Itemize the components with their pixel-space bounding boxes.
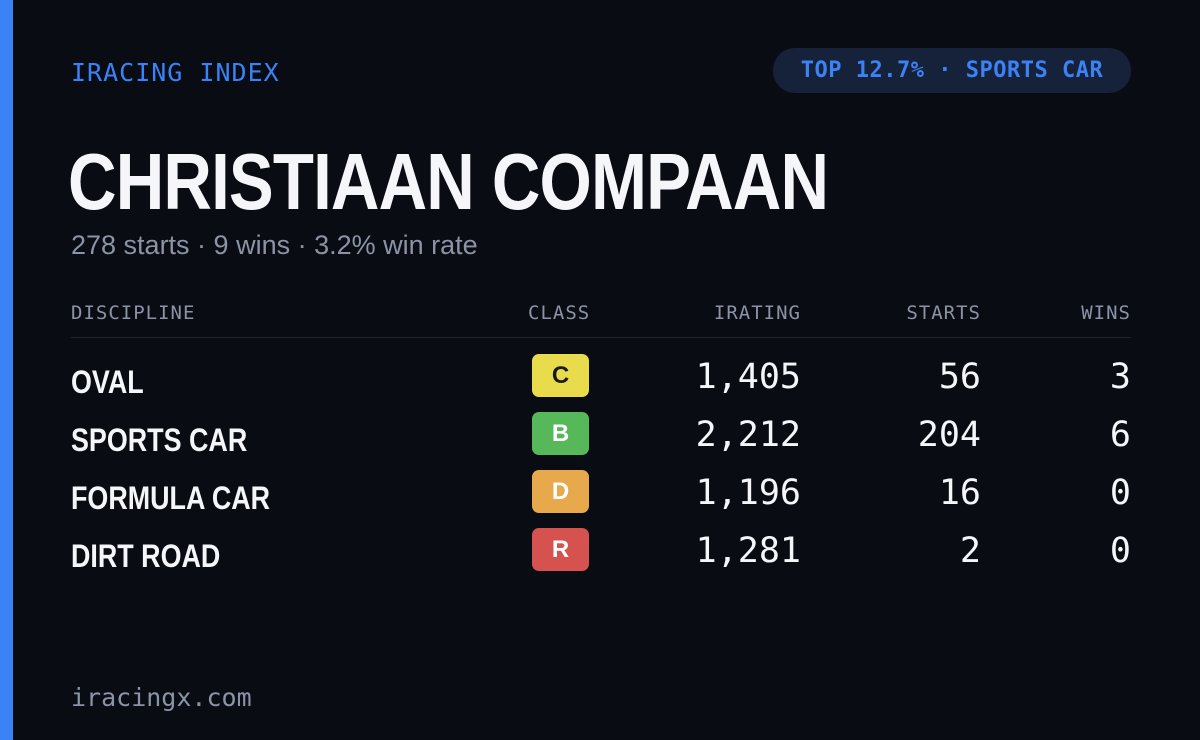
table-row: OVAL C 1,405 56 3 [71,354,1131,404]
rank-badge: TOP 12.7% · SPORTS CAR [773,48,1131,93]
license-class-badge: C [532,354,589,397]
license-class-badge: R [532,528,589,571]
header-discipline: DISCIPLINE [71,302,196,324]
irating-value: 1,405 [695,357,801,397]
footer-domain: iracingx.com [71,683,252,712]
wins-value: 3 [1109,357,1131,397]
discipline-name: FORMULA CAR [71,480,271,516]
table-header: DISCIPLINE CLASS IRATING STARTS WINS [71,300,1131,338]
starts-value: 56 [938,357,981,397]
table-row: DIRT ROAD R 1,281 2 0 [71,528,1131,578]
driver-summary: 278 starts · 9 wins · 3.2% win rate [71,230,478,260]
irating-value: 1,196 [695,473,801,513]
table-row: SPORTS CAR B 2,212 204 6 [71,412,1131,462]
header-class: CLASS [528,302,591,324]
discipline-name: SPORTS CAR [71,422,248,458]
irating-value: 1,281 [695,531,801,571]
irating-value: 2,212 [695,415,801,455]
discipline-name: OVAL [71,364,144,400]
brand-label: IRACING INDEX [71,58,280,87]
starts-value: 2 [959,531,981,571]
wins-value: 6 [1109,415,1131,455]
wins-value: 0 [1109,473,1131,513]
discipline-name: DIRT ROAD [71,538,221,574]
driver-name: CHRISTIAAN COMPAAN [68,137,829,226]
table-row: FORMULA CAR D 1,196 16 0 [71,470,1131,520]
license-class-badge: D [532,470,589,513]
wins-value: 0 [1109,531,1131,571]
starts-value: 204 [917,415,981,455]
license-class-badge: B [532,412,589,455]
header-starts: STARTS [906,302,981,324]
accent-bar [0,0,13,740]
header-irating: IRATING [713,302,801,324]
header-wins: WINS [1081,302,1131,324]
starts-value: 16 [938,473,981,513]
